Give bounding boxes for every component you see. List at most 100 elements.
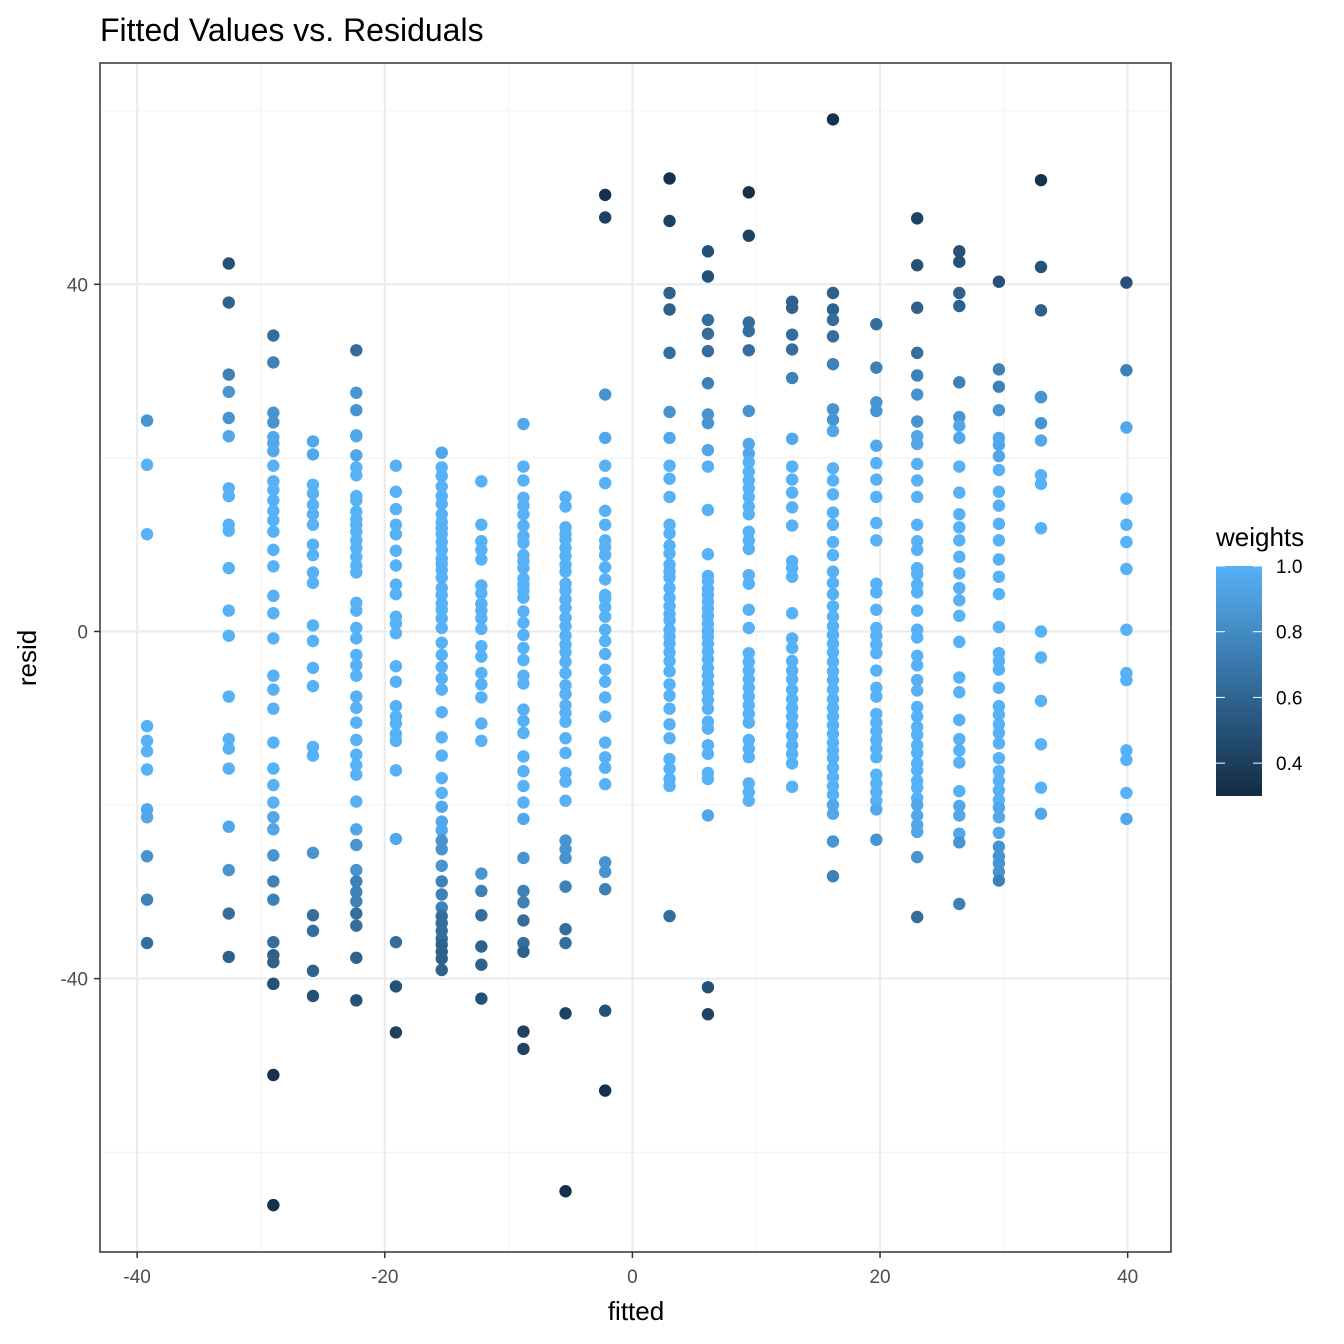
data-point <box>475 867 488 880</box>
data-point <box>306 964 320 978</box>
data-point <box>701 408 715 421</box>
data-point <box>306 498 320 511</box>
data-point <box>559 687 572 701</box>
data-point <box>598 548 612 562</box>
data-point <box>306 566 320 579</box>
data-point <box>350 748 363 761</box>
data-point <box>559 666 572 680</box>
data-point <box>1034 416 1048 430</box>
data-point <box>785 747 799 761</box>
data-point <box>267 796 280 809</box>
data-point <box>826 710 840 723</box>
data-point <box>517 591 530 604</box>
data-point <box>350 823 363 836</box>
data-point <box>475 518 488 531</box>
data-point <box>559 565 572 578</box>
data-point <box>826 718 840 732</box>
data-point <box>910 781 924 794</box>
data-point <box>475 543 488 557</box>
data-point <box>559 794 572 807</box>
data-point <box>701 747 715 761</box>
data-point <box>701 738 715 752</box>
data-point <box>870 733 883 747</box>
panel-border <box>99 62 1172 1253</box>
data-point <box>953 245 966 258</box>
data-point <box>517 616 530 629</box>
data-point <box>517 641 530 655</box>
data-point <box>992 403 1006 417</box>
data-point <box>559 1185 572 1198</box>
data-point <box>910 910 924 924</box>
data-point <box>350 541 363 555</box>
data-point <box>870 742 883 755</box>
data-point <box>953 671 966 684</box>
data-point <box>663 405 676 419</box>
data-point <box>992 363 1006 376</box>
data-point <box>785 780 799 794</box>
data-point <box>435 834 448 847</box>
data-point <box>742 785 755 799</box>
data-point <box>389 578 403 591</box>
data-point <box>559 620 572 633</box>
data-point <box>701 548 715 561</box>
data-point <box>435 469 448 483</box>
data-point <box>953 550 966 564</box>
data-point <box>826 788 840 801</box>
data-point <box>785 486 799 499</box>
data-point <box>870 456 883 470</box>
data-point <box>1034 477 1048 491</box>
data-point <box>350 895 363 908</box>
data-point <box>701 653 715 666</box>
data-point <box>350 768 363 781</box>
y-tick-label: 40 <box>67 275 88 296</box>
data-point <box>435 875 448 888</box>
data-point <box>910 809 924 822</box>
data-point <box>785 460 799 473</box>
data-point <box>870 577 883 590</box>
data-point <box>826 655 840 669</box>
data-point <box>389 675 403 689</box>
data-point <box>267 444 280 458</box>
data-point <box>559 549 572 563</box>
data-point <box>701 772 715 786</box>
data-point <box>389 518 403 531</box>
data-point <box>517 474 530 487</box>
data-point <box>870 681 883 695</box>
data-point <box>559 646 572 659</box>
data-point <box>222 863 235 877</box>
data-point <box>559 766 572 780</box>
data-point <box>350 863 363 877</box>
data-point <box>826 665 840 678</box>
data-point <box>870 794 883 807</box>
data-point <box>1120 518 1133 531</box>
data-point <box>517 796 530 809</box>
data-point <box>559 936 572 950</box>
data-point <box>350 621 363 635</box>
x-tick-label: -40 <box>123 1267 150 1288</box>
data-point <box>826 798 840 812</box>
data-point <box>389 734 403 748</box>
data-point <box>222 820 235 833</box>
data-point <box>992 275 1006 288</box>
data-point <box>953 732 966 746</box>
data-point <box>1034 434 1048 447</box>
data-point <box>992 499 1006 512</box>
data-point <box>910 518 924 531</box>
chart-title: Fitted Values vs. Residuals <box>100 12 484 48</box>
data-point <box>140 936 154 950</box>
data-point <box>826 620 840 633</box>
data-point <box>870 646 883 660</box>
data-point <box>826 488 840 501</box>
data-point <box>140 719 154 733</box>
data-point <box>267 736 280 749</box>
data-point <box>953 836 966 849</box>
data-point <box>140 745 154 758</box>
data-point <box>267 875 280 888</box>
data-point <box>910 212 924 225</box>
data-point <box>742 751 755 764</box>
legend-colorbar <box>1216 566 1262 796</box>
data-point <box>953 410 966 424</box>
data-point <box>1034 781 1048 794</box>
data-point <box>1120 562 1133 576</box>
data-point <box>517 764 530 778</box>
